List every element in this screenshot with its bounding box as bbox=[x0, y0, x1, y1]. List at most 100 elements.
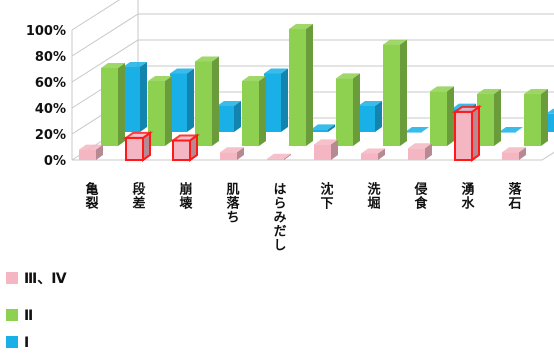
bar-top bbox=[289, 24, 313, 29]
bar-front bbox=[242, 81, 259, 146]
bar bbox=[148, 76, 172, 146]
bar bbox=[314, 139, 338, 160]
legend-label: Ⅱ bbox=[24, 308, 33, 324]
bar-side bbox=[425, 143, 432, 160]
x-tick-label: 肌落ち bbox=[224, 182, 240, 224]
legend-label: Ⅲ、Ⅳ bbox=[24, 271, 67, 287]
bar-front bbox=[358, 106, 375, 132]
bar-side bbox=[494, 89, 501, 146]
bar-front bbox=[477, 94, 494, 146]
bar-top bbox=[101, 63, 125, 68]
bar bbox=[79, 144, 103, 160]
bar-front bbox=[289, 29, 306, 146]
bar-front bbox=[172, 139, 191, 161]
bar-front bbox=[311, 129, 328, 132]
bar-side bbox=[375, 101, 382, 132]
bar-side bbox=[400, 39, 407, 146]
x-tick-label: 沈下 bbox=[318, 181, 334, 210]
bar-side bbox=[237, 147, 244, 160]
bar-front bbox=[217, 106, 234, 132]
bar-top bbox=[242, 76, 266, 81]
bar-front bbox=[123, 67, 140, 132]
bar-front bbox=[361, 153, 378, 160]
bar-front bbox=[502, 152, 519, 160]
bar bbox=[195, 56, 219, 146]
bar-top bbox=[336, 73, 360, 79]
bar bbox=[358, 101, 382, 132]
x-tick-label: 崩壊 bbox=[177, 181, 193, 210]
bar bbox=[405, 127, 429, 133]
bar bbox=[502, 147, 526, 160]
bar-top bbox=[383, 39, 407, 45]
bar-top bbox=[169, 134, 201, 142]
bar bbox=[264, 68, 288, 132]
bar-side bbox=[353, 73, 360, 146]
bar-side bbox=[165, 76, 172, 146]
bar-top bbox=[361, 148, 385, 154]
bar-top bbox=[217, 101, 241, 106]
bar-top bbox=[408, 143, 432, 149]
bar-front bbox=[430, 91, 447, 146]
x-tick-label: 落石 bbox=[506, 181, 523, 210]
bar-front bbox=[383, 44, 400, 146]
bar bbox=[101, 63, 125, 146]
bar-side bbox=[284, 153, 291, 160]
y-axis: 0% 20% 40% 60% 80% 100% bbox=[26, 24, 66, 169]
bar-side bbox=[281, 68, 288, 132]
legend-label: Ⅰ bbox=[24, 335, 29, 351]
bar bbox=[122, 130, 154, 162]
x-axis: 亀裂 段差 崩壊 肌落ち はらみだし 沈下 洗堀 侵食 湧水 落石 bbox=[83, 181, 523, 252]
bar-side bbox=[328, 124, 335, 132]
x-tick-label: 洗堀 bbox=[365, 181, 381, 210]
bar-side bbox=[187, 68, 194, 132]
bar-top bbox=[430, 86, 454, 92]
bar-top bbox=[79, 144, 103, 150]
bar bbox=[169, 133, 201, 162]
bar-front bbox=[148, 81, 165, 146]
bar-front bbox=[125, 136, 144, 161]
bar bbox=[289, 24, 313, 146]
bar-side bbox=[331, 139, 338, 160]
legend: Ⅲ、Ⅳ Ⅱ Ⅰ bbox=[6, 271, 67, 351]
bar bbox=[123, 62, 147, 132]
bar-front bbox=[405, 132, 422, 133]
bar-side bbox=[471, 104, 480, 162]
bar-top bbox=[122, 131, 154, 139]
bar-front bbox=[264, 73, 281, 132]
bar bbox=[220, 147, 244, 160]
bar-front bbox=[524, 94, 541, 146]
bar-top bbox=[170, 68, 194, 74]
bar-top bbox=[195, 56, 219, 62]
bar bbox=[336, 73, 360, 146]
legend-swatch bbox=[6, 336, 18, 348]
y-tick-label: 100% bbox=[26, 24, 66, 39]
bar-front bbox=[267, 158, 284, 160]
x-tick-label: 亀裂 bbox=[83, 181, 100, 210]
bar-front bbox=[454, 110, 473, 161]
x-tick-label: 段差 bbox=[130, 181, 146, 210]
y-tick-label: 20% bbox=[35, 128, 66, 143]
bar-front bbox=[408, 148, 425, 160]
bar-top bbox=[405, 127, 429, 132]
bar bbox=[242, 76, 266, 146]
bar bbox=[430, 86, 454, 146]
bar-side bbox=[234, 101, 241, 132]
bar-top bbox=[502, 147, 526, 153]
bar bbox=[267, 153, 291, 160]
x-tick-label: はらみだし bbox=[271, 182, 287, 252]
bar-side bbox=[447, 86, 454, 146]
bar-front bbox=[546, 113, 554, 132]
bar-side bbox=[212, 56, 219, 146]
bar-side bbox=[306, 24, 313, 146]
bar-top bbox=[499, 127, 523, 132]
bars bbox=[79, 24, 554, 162]
bar-side bbox=[140, 62, 147, 132]
bar-front bbox=[499, 132, 516, 133]
bar-front bbox=[314, 144, 331, 160]
bar bbox=[524, 89, 548, 146]
bar-front bbox=[220, 152, 237, 160]
bar bbox=[383, 39, 407, 146]
bar-front bbox=[195, 61, 212, 146]
x-tick-label: 侵食 bbox=[412, 181, 429, 210]
